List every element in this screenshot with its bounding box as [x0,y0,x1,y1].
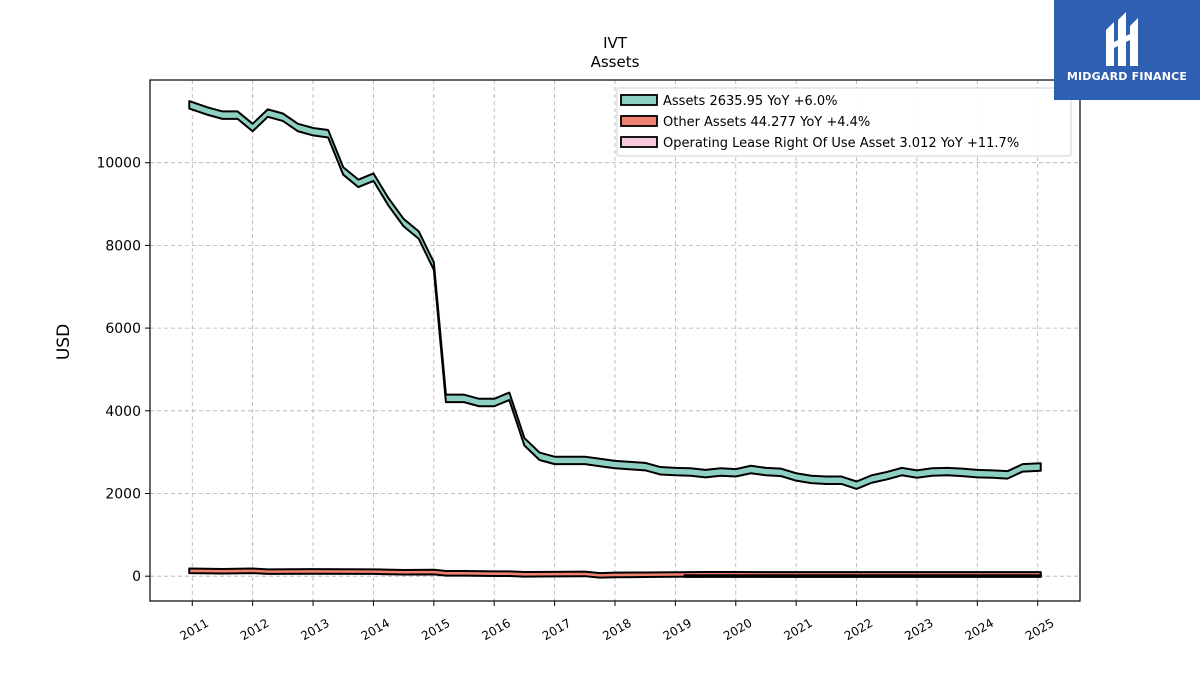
logo-text: MIDGARD FINANCE [1066,70,1188,83]
grid [150,80,1080,601]
x-tick-label: 2020 [721,616,754,643]
x-tick-label: 2024 [963,616,996,643]
chart-subtitle: Assets [591,53,640,71]
y-tick-label: 0 [132,569,141,585]
x-tick-label: 2025 [1023,616,1056,643]
x-tick-label: 2019 [661,616,694,643]
x-tick-label: 2015 [419,616,452,643]
series-layer [188,100,1042,579]
legend-swatch [620,136,658,148]
legend-box [616,87,1072,157]
legend-label: Other Assets 44.277 YoY +4.4% [663,115,870,130]
legend: Assets 2635.95 YoY +6.0% Other Assets 44.… [616,87,1072,157]
legend-label: Assets 2635.95 YoY +6.0% [663,94,838,109]
y-tick-label: 4000 [105,404,141,420]
legend-label: Operating Lease Right Of Use Asset 3.012… [663,136,1019,151]
x-ticks: 2011 2012 2013 2014 2015 2016 2017 2018 2019 2020… [178,601,1056,643]
y-tick-label: 2000 [105,486,141,502]
legend-swatch [620,94,658,106]
x-tick-label: 2013 [298,616,331,643]
x-tick-label: 2016 [479,616,512,643]
series-assets [188,100,1042,490]
y-tick-label: 6000 [105,321,141,337]
series-operating-lease-right-of-use-asset [683,574,1042,578]
x-tick-label: 2011 [178,616,211,643]
x-tick-label: 2023 [902,616,935,643]
x-tick-label: 2022 [842,616,875,643]
y-axis-label: USD [54,324,74,360]
x-tick-label: 2017 [540,616,573,643]
y-ticks: 0 2000 4000 6000 8000 10000 [96,156,150,585]
x-tick-label: 2018 [600,616,633,643]
y-tick-label: 10000 [96,156,141,172]
x-tick-label: 2012 [238,616,271,643]
x-tick-label: 2014 [359,616,392,643]
y-tick-label: 8000 [105,238,141,254]
midgard-finance-logo: MIDGARD FINANCE [1054,0,1200,100]
logo-mark-icon [1106,12,1138,66]
chart-title: IVT [603,34,628,52]
legend-swatch [620,115,658,127]
x-tick-label: 2021 [781,616,814,643]
